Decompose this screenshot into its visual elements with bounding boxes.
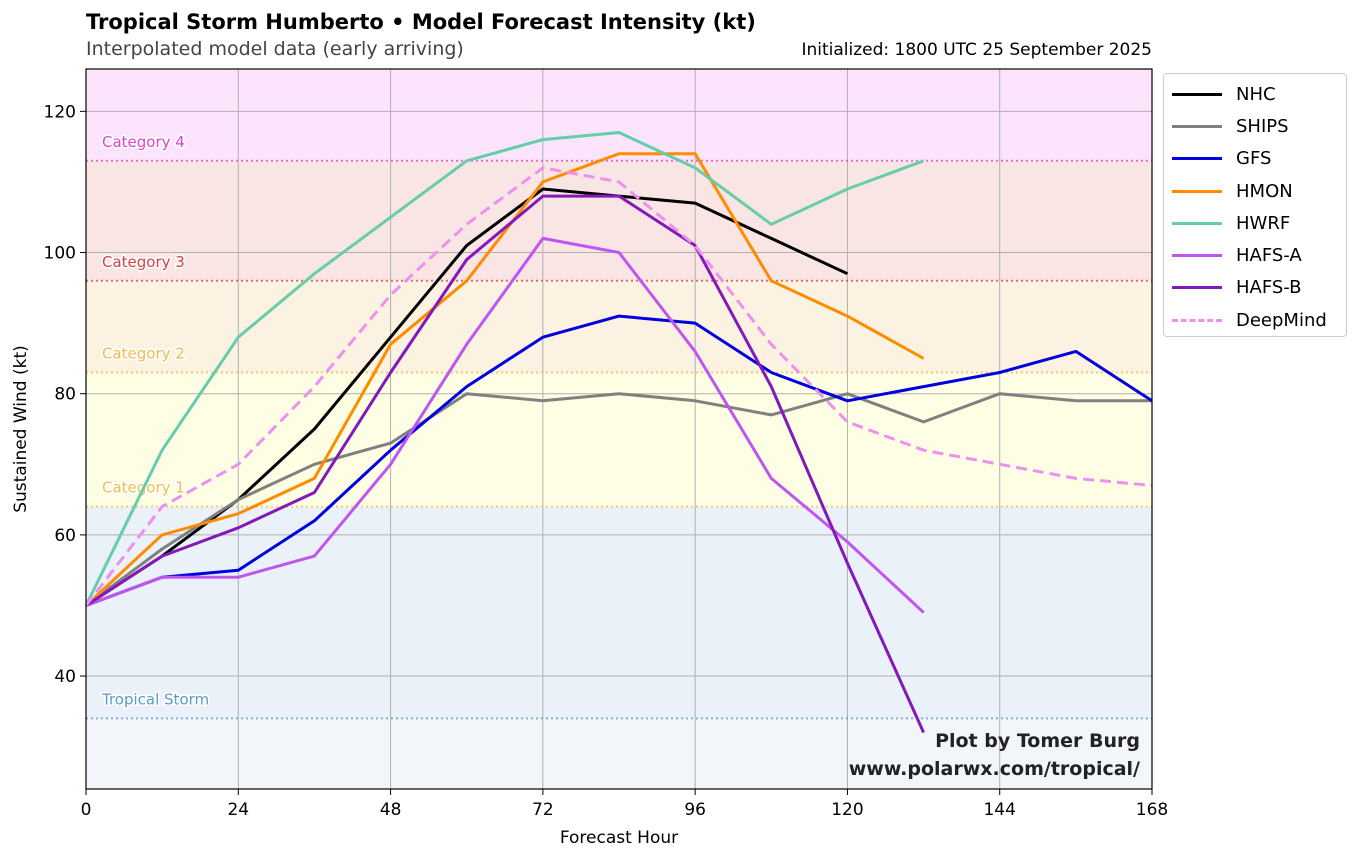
- series-line-deepmind: [84, 166, 1153, 607]
- chart-legend: NHC SHIPS GFS HMON HWRF HAFS-A HAFS-B DeepMind: [1163, 73, 1347, 337]
- band-category-2: [86, 280, 1152, 373]
- series-line-hwrf: [84, 131, 925, 607]
- legend-swatch-gfs: [1172, 157, 1222, 161]
- credit-url: www.polarwx.com/tropical/: [848, 758, 1140, 780]
- band-tropical-storm: [86, 506, 1152, 719]
- series-line-hmon: [84, 152, 925, 607]
- x-axis-label: Forecast Hour: [560, 828, 678, 848]
- x-tick-label-96: 96: [684, 800, 706, 820]
- legend-label-gfs: GFS: [1236, 148, 1272, 170]
- initialization-time: Initialized: 1800 UTC 25 September 2025: [801, 40, 1152, 60]
- legend-item-hafs-b: HAFS-B: [1164, 272, 1346, 304]
- x-tick-label-0: 0: [81, 800, 92, 820]
- y-tick-label-120: 120: [44, 102, 76, 122]
- series-line-gfs: [85, 314, 1153, 607]
- legend-label-hafs-b: HAFS-B: [1236, 277, 1302, 299]
- legend-swatch-ships: [1172, 124, 1222, 128]
- series-line-hafs-a: [85, 236, 925, 614]
- chart-subtitle: Interpolated model data (early arriving): [86, 38, 464, 60]
- y-axis-label: Sustained Wind (kt): [11, 345, 31, 513]
- threshold-label-category-2: Category 2: [102, 345, 185, 363]
- threshold-label-tropical-storm: Tropical Storm: [101, 690, 209, 708]
- series-line-ships: [85, 392, 1152, 607]
- legend-item-hafs-a: HAFS-A: [1164, 239, 1346, 271]
- legend-label-nhc: NHC: [1236, 83, 1276, 105]
- x-tick-label-144: 144: [983, 800, 1015, 820]
- x-tick-label-48: 48: [380, 800, 402, 820]
- x-tick-label-24: 24: [227, 800, 249, 820]
- legend-label-ships: SHIPS: [1236, 115, 1289, 137]
- legend-item-nhc: NHC: [1164, 78, 1346, 110]
- legend-item-hmon: HMON: [1164, 175, 1346, 207]
- legend-swatch-hmon: [1172, 189, 1222, 193]
- legend-swatch-nhc: [1172, 92, 1222, 96]
- legend-item-ships: SHIPS: [1164, 110, 1346, 142]
- legend-item-deepmind: DeepMind: [1164, 304, 1346, 336]
- x-tick-label-120: 120: [831, 800, 863, 820]
- threshold-label-category-3: Category 3: [102, 253, 185, 271]
- legend-label-hmon: HMON: [1236, 180, 1293, 202]
- band-category-4: [86, 69, 1152, 161]
- legend-label-hafs-a: HAFS-A: [1236, 245, 1302, 267]
- band-below-tropical-storm: [86, 718, 1152, 789]
- y-tick-label-80: 80: [54, 385, 76, 405]
- credit-author: Plot by Tomer Burg: [935, 730, 1140, 752]
- plot-frame: [85, 68, 1153, 790]
- legend-item-gfs: GFS: [1164, 143, 1346, 175]
- y-tick-label-40: 40: [54, 667, 76, 687]
- chart-title: Tropical Storm Humberto • Model Forecast…: [86, 10, 756, 34]
- x-tick-label-168: 168: [1136, 800, 1168, 820]
- series-line-hafs-b: [85, 194, 925, 734]
- legend-label-hwrf: HWRF: [1236, 212, 1291, 234]
- legend-swatch-hafs-b: [1172, 286, 1222, 290]
- legend-label-deepmind: DeepMind: [1236, 309, 1327, 331]
- y-tick-label-60: 60: [54, 526, 76, 546]
- band-category-3: [86, 160, 1152, 281]
- legend-swatch-hafs-a: [1172, 254, 1222, 258]
- threshold-label-category-4: Category 4: [102, 133, 185, 151]
- legend-swatch-deepmind: [1172, 318, 1222, 322]
- series-line-nhc: [85, 187, 849, 607]
- legend-swatch-hwrf: [1172, 221, 1222, 225]
- legend-item-hwrf: HWRF: [1164, 207, 1346, 239]
- x-tick-label-72: 72: [532, 800, 554, 820]
- y-tick-label-100: 100: [44, 244, 76, 264]
